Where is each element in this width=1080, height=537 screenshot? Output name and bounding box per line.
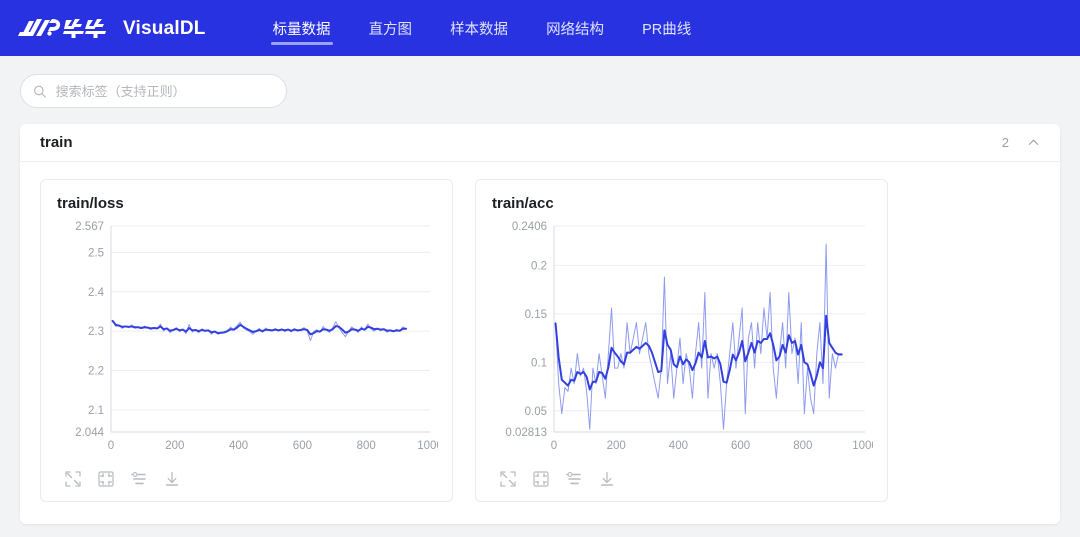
svg-text:800: 800 [357, 440, 376, 452]
search-box[interactable] [20, 74, 287, 108]
chart-toolbar [492, 463, 871, 491]
svg-text:2.4: 2.4 [88, 287, 105, 299]
svg-text:2.3: 2.3 [88, 326, 104, 338]
expand-icon[interactable] [65, 471, 81, 487]
line-chart-train-loss: 2.1 2.2 2.3 2.4 2.5 2.567 2.044 0 200 400 600 800 10… [75, 221, 443, 452]
tab-sample-data-label: 样本数据 [450, 21, 509, 38]
svg-text:2.1: 2.1 [88, 405, 104, 417]
tab-pr-curve[interactable]: PR曲线 [623, 0, 710, 56]
restore-icon[interactable] [533, 471, 549, 487]
tab-network-structure[interactable]: 网络结构 [527, 0, 623, 56]
svg-text:0.2406: 0.2406 [512, 221, 547, 233]
download-icon[interactable] [164, 471, 180, 487]
svg-text:2.567: 2.567 [75, 221, 104, 233]
chart-toolbar [57, 463, 436, 491]
tab-histogram-label: 直方图 [368, 21, 413, 38]
search-row [0, 56, 1080, 108]
line-chart-train-acc: 0.05 0.1 0.15 0.2 0.2406 0.02813 0 200 400 600 800… [505, 221, 877, 452]
svg-text:400: 400 [229, 440, 248, 452]
group-header[interactable]: train 2 [20, 124, 1060, 162]
svg-text:0: 0 [551, 440, 557, 452]
download-icon[interactable] [599, 471, 615, 487]
chart-card-train-acc: train/acc 0.05 0.1 0.15 0.2 0.2406 0.02813 0 20… [475, 179, 888, 502]
tab-sample-data[interactable]: 样本数据 [431, 0, 527, 56]
svg-text:2.5: 2.5 [88, 247, 104, 259]
svg-text:0.05: 0.05 [525, 406, 547, 418]
svg-text:800: 800 [793, 440, 812, 452]
chart-title: train/loss [57, 195, 124, 212]
group-card-train: train 2 train/loss 2.1 2.2 2.3 2.4 2.5 2.567 2… [20, 124, 1060, 524]
group-header-right: 2 [1002, 135, 1040, 150]
tab-histogram[interactable]: 直方图 [350, 0, 432, 56]
tab-scalar-data[interactable]: 标量数据 [254, 0, 350, 56]
search-icon [33, 85, 46, 98]
brand-logo[interactable]: VisualDL [18, 15, 206, 41]
settings-sliders-icon[interactable] [566, 471, 582, 487]
charts-row: train/loss 2.1 2.2 2.3 2.4 2.5 2.567 2.044 0 200… [20, 162, 1060, 524]
svg-text:0.15: 0.15 [525, 309, 547, 321]
svg-text:400: 400 [669, 440, 688, 452]
paddlepaddle-feijiang-logo-icon [18, 19, 106, 38]
tab-pr-curve-label: PR曲线 [642, 21, 692, 38]
group-count-badge: 2 [1001, 135, 1009, 150]
chart-card-train-loss: train/loss 2.1 2.2 2.3 2.4 2.5 2.567 2.044 0 200… [40, 179, 453, 502]
brand-text: VisualDL [123, 17, 206, 39]
svg-text:200: 200 [607, 440, 626, 452]
plot-area-train-acc[interactable]: 0.05 0.1 0.15 0.2 0.2406 0.02813 0 200 400 600 800… [492, 218, 877, 463]
svg-text:200: 200 [165, 440, 184, 452]
settings-sliders-icon[interactable] [131, 471, 147, 487]
nav-tabs: 标量数据 直方图 样本数据 网络结构 PR曲线 [254, 0, 711, 56]
chart-title: train/acc [492, 195, 554, 212]
svg-text:0: 0 [108, 440, 114, 452]
group-title: train [40, 134, 73, 151]
top-navbar: VisualDL 标量数据 直方图 样本数据 网络结构 PR曲线 [0, 0, 1080, 56]
svg-text:2.044: 2.044 [75, 427, 104, 439]
tab-scalar-data-label: 标量数据 [272, 21, 331, 38]
plot-area-train-loss[interactable]: 2.1 2.2 2.3 2.4 2.5 2.567 2.044 0 200 400 600 800 10… [57, 218, 443, 463]
svg-text:0.2: 0.2 [531, 260, 547, 272]
svg-text:0.02813: 0.02813 [505, 427, 547, 439]
svg-text:1000: 1000 [852, 440, 873, 452]
restore-icon[interactable] [98, 471, 114, 487]
expand-icon[interactable] [500, 471, 516, 487]
svg-text:1000: 1000 [417, 440, 438, 452]
svg-text:0.1: 0.1 [531, 357, 547, 369]
svg-text:600: 600 [731, 440, 750, 452]
chevron-up-icon[interactable] [1027, 136, 1040, 149]
search-input[interactable] [55, 83, 274, 99]
svg-text:2.2: 2.2 [88, 366, 104, 378]
svg-text:600: 600 [293, 440, 312, 452]
tab-network-structure-label: 网络结构 [546, 21, 605, 38]
